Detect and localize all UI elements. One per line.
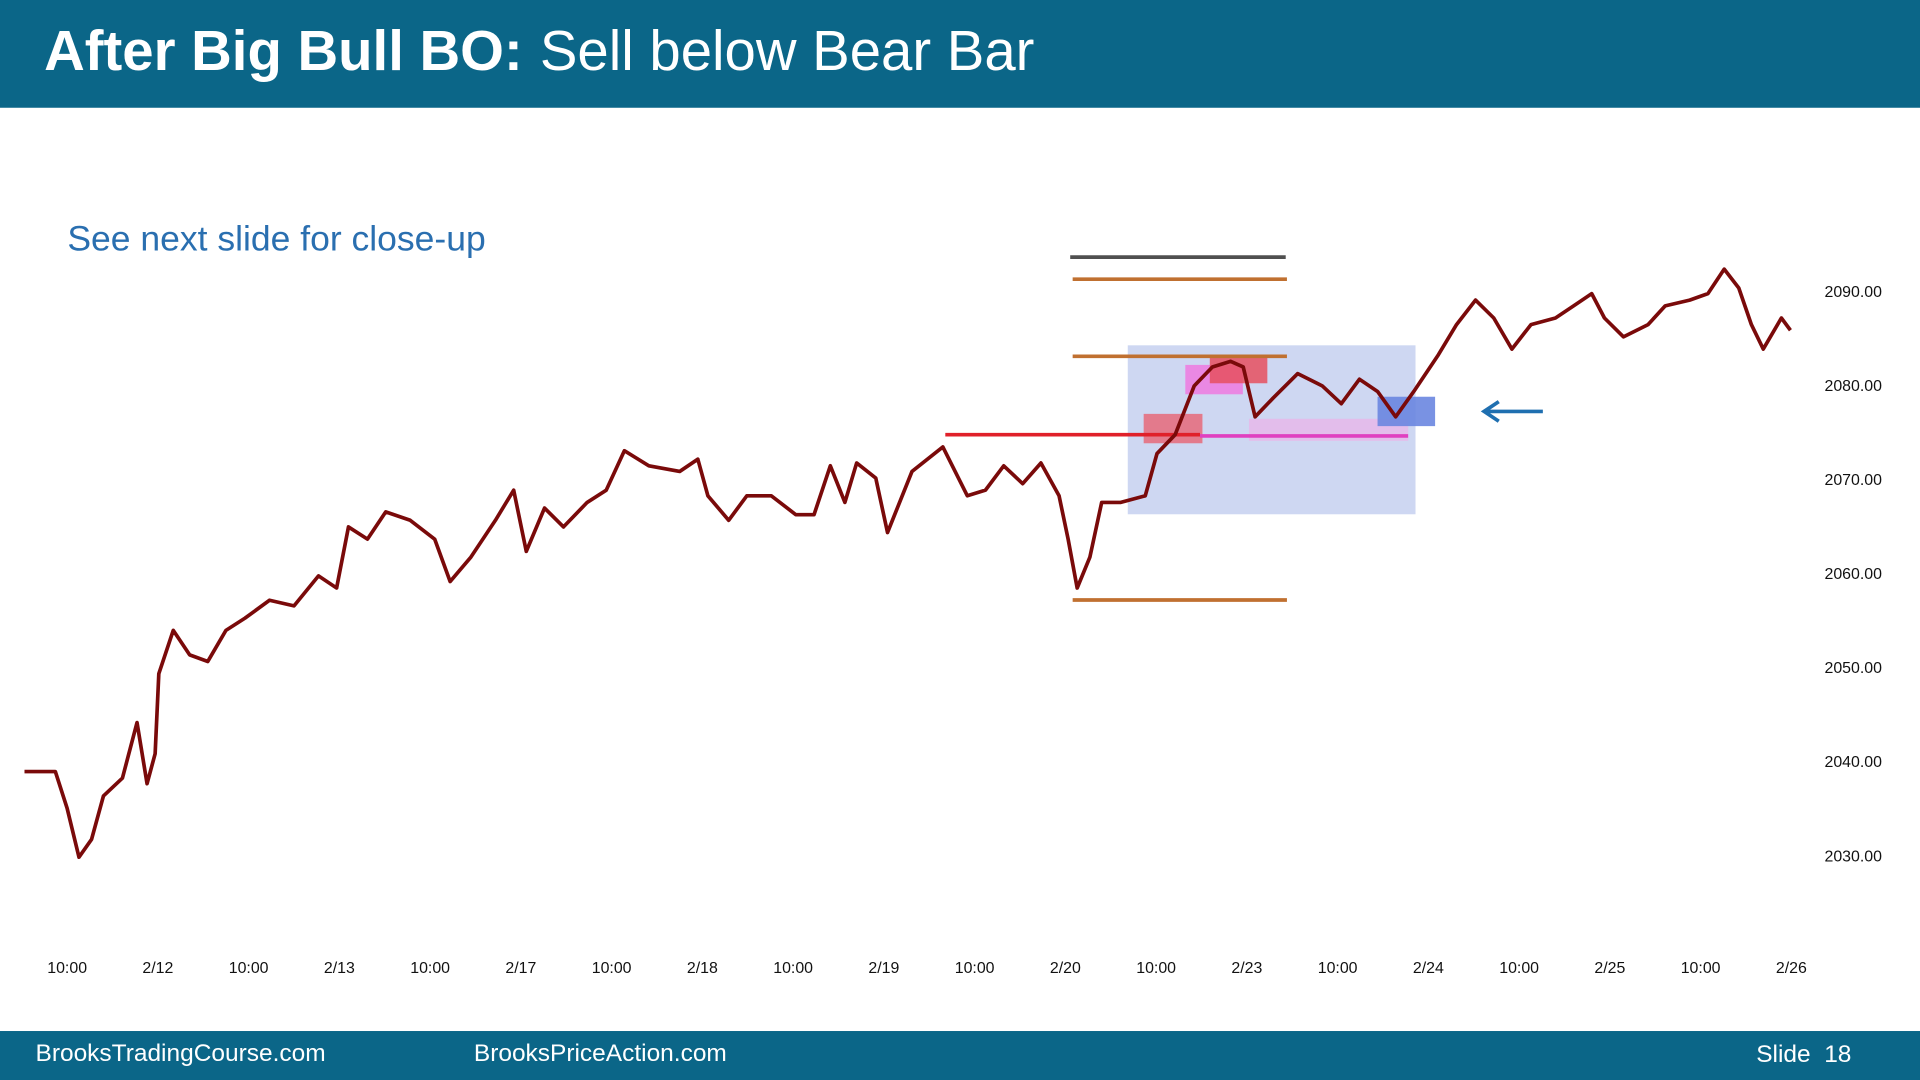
x-tick-label: 10:00 <box>229 960 269 977</box>
x-tick-label: 2/20 <box>1050 960 1081 977</box>
slide-title: After Big Bull BO: Sell below Bear Bar <box>44 19 1034 82</box>
x-tick-label: 10:00 <box>955 960 995 977</box>
y-tick-label: 2060.00 <box>1824 566 1882 583</box>
x-tick-label: 2/12 <box>142 960 173 977</box>
red-box <box>1209 355 1268 384</box>
x-tick-label: 10:00 <box>410 960 450 977</box>
price-line <box>24 267 1792 859</box>
title-bold: After Big Bull BO: <box>44 19 523 82</box>
footer-middle: BrooksPriceAction.com <box>474 1040 727 1067</box>
x-tick-label: 2/26 <box>1776 960 1807 977</box>
y-tick-label: 2030.00 <box>1824 848 1882 865</box>
footer-band <box>0 1031 1920 1080</box>
arrow <box>1480 400 1543 423</box>
overlays <box>945 255 1543 602</box>
x-tick-label: 10:00 <box>1681 960 1721 977</box>
x-tick-label: 2/13 <box>324 960 355 977</box>
x-tick-label: 2/24 <box>1413 960 1444 977</box>
y-tick-label: 2090.00 <box>1824 284 1882 301</box>
x-tick-label: 2/25 <box>1594 960 1625 977</box>
x-tick-label: 10:00 <box>592 960 632 977</box>
title-rest: Sell below Bear Bar <box>540 19 1035 82</box>
y-tick-label: 2040.00 <box>1824 754 1882 771</box>
x-tick-label: 2/23 <box>1231 960 1262 977</box>
header-band <box>0 0 1920 108</box>
slide-number: Slide 18 <box>1756 1041 1851 1068</box>
footer-left: BrooksTradingCourse.com <box>36 1040 326 1067</box>
x-tick-label: 2/18 <box>687 960 718 977</box>
x-tick-label: 10:00 <box>773 960 813 977</box>
y-tick-label: 2050.00 <box>1824 660 1882 677</box>
y-tick-label: 2080.00 <box>1824 378 1882 395</box>
x-tick-label: 10:00 <box>1318 960 1358 977</box>
x-tick-label: 10:00 <box>1499 960 1539 977</box>
y-tick-label: 2070.00 <box>1824 472 1882 489</box>
x-tick-label: 2/19 <box>868 960 899 977</box>
x-tick-label: 2/17 <box>505 960 536 977</box>
x-tick-label: 10:00 <box>47 960 87 977</box>
annotation: See next slide for close-up <box>67 219 485 259</box>
x-tick-label: 10:00 <box>1136 960 1176 977</box>
